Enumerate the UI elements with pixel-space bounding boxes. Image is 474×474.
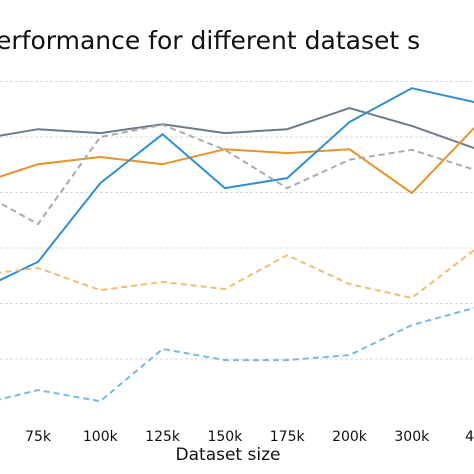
series-line xyxy=(0,87,474,282)
series-line xyxy=(0,127,474,195)
x-tick-label: 200k xyxy=(332,429,368,445)
x-axis-label: Dataset size xyxy=(176,445,281,465)
series-line xyxy=(0,249,474,299)
chart-title: erformance for different dataset s xyxy=(0,26,420,55)
x-tick-label: 40 xyxy=(465,429,474,445)
x-tick-label: 100k xyxy=(83,429,119,445)
series-line xyxy=(0,107,474,150)
series-line xyxy=(0,306,474,403)
x-tick-label: 300k xyxy=(394,429,430,445)
x-tick-label: 125k xyxy=(145,429,181,445)
x-tick-label: 150k xyxy=(207,429,243,445)
x-tick-label: 75k xyxy=(25,429,52,445)
x-tick-label: 175k xyxy=(270,429,306,445)
series-line xyxy=(0,123,474,226)
